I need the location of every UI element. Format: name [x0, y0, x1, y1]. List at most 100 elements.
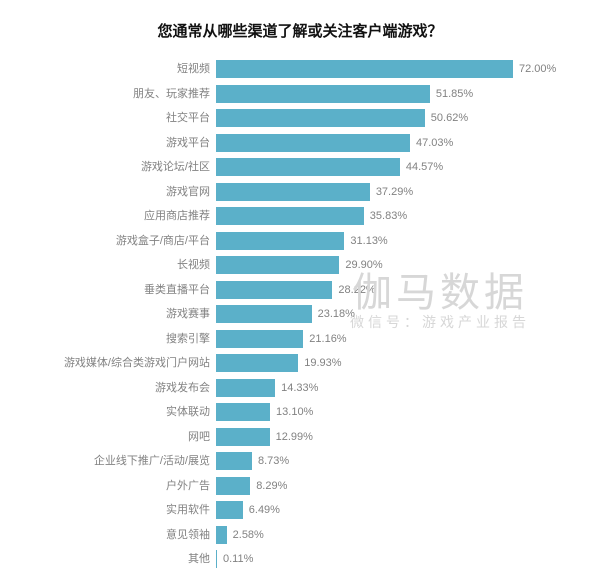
bar-area: 8.73% — [216, 452, 570, 470]
bar-area: 13.10% — [216, 403, 570, 421]
bar-row: 游戏赛事 23.18% — [30, 302, 570, 327]
bar-label: 游戏媒体/综合类游戏门户网站 — [30, 357, 216, 369]
bar-area: 12.99% — [216, 428, 570, 446]
bar-value: 8.73% — [258, 455, 289, 467]
bar — [216, 526, 227, 544]
bar-row: 实用软件 6.49% — [30, 498, 570, 523]
bar-label: 游戏平台 — [30, 137, 216, 149]
bar-row: 短视频 72.00% — [30, 57, 570, 82]
bar-area: 72.00% — [216, 60, 570, 78]
bar-area: 50.62% — [216, 109, 570, 127]
bar-row: 朋友、玩家推荐 51.85% — [30, 82, 570, 107]
bar-row: 实体联动 13.10% — [30, 400, 570, 425]
bar-area: 0.11% — [216, 550, 570, 568]
bar-label: 企业线下推广/活动/展览 — [30, 455, 216, 467]
bar-value: 21.16% — [309, 333, 346, 345]
bar-area: 14.33% — [216, 379, 570, 397]
bar-area: 29.90% — [216, 256, 570, 274]
bar — [216, 256, 339, 274]
bar-label: 朋友、玩家推荐 — [30, 88, 216, 100]
bar-area: 8.29% — [216, 477, 570, 495]
bar — [216, 207, 364, 225]
bar-label: 长视频 — [30, 259, 216, 271]
bar — [216, 85, 430, 103]
bar-value: 31.13% — [350, 235, 387, 247]
bar-value: 37.29% — [376, 186, 413, 198]
bar-area: 19.93% — [216, 354, 570, 372]
bar-label: 垂类直播平台 — [30, 284, 216, 296]
bar — [216, 109, 425, 127]
bar-row: 社交平台 50.62% — [30, 106, 570, 131]
bar-area: 21.16% — [216, 330, 570, 348]
bar-area: 37.29% — [216, 183, 570, 201]
bar-row: 网吧 12.99% — [30, 425, 570, 450]
bar-value: 72.00% — [519, 63, 556, 75]
bar-value: 51.85% — [436, 88, 473, 100]
bar-value: 19.93% — [304, 357, 341, 369]
bar-value: 44.57% — [406, 161, 443, 173]
bar — [216, 550, 217, 568]
bar-value: 47.03% — [416, 137, 453, 149]
bar — [216, 477, 250, 495]
bar-row: 垂类直播平台 28.22% — [30, 278, 570, 303]
bar-value: 50.62% — [431, 112, 468, 124]
bar — [216, 379, 275, 397]
bar-label: 实用软件 — [30, 504, 216, 516]
bar-row: 游戏媒体/综合类游戏门户网站 19.93% — [30, 351, 570, 376]
bar — [216, 158, 400, 176]
bar-label: 社交平台 — [30, 112, 216, 124]
bar-label: 户外广告 — [30, 480, 216, 492]
bar-label: 实体联动 — [30, 406, 216, 418]
bar-area: 23.18% — [216, 305, 570, 323]
bar-value: 14.33% — [281, 382, 318, 394]
bar-label: 网吧 — [30, 431, 216, 443]
bar-chart: 短视频 72.00% 朋友、玩家推荐 51.85% 社交平台 50.62% 游戏平台 47.0… — [30, 57, 570, 572]
bar-label: 其他 — [30, 553, 216, 565]
bar-row: 户外广告8.29% — [30, 474, 570, 499]
bar-value: 29.90% — [345, 259, 382, 271]
bar-row: 游戏盒子/商店/平台 31.13% — [30, 229, 570, 254]
bar-area: 35.83% — [216, 207, 570, 225]
bar-area: 31.13% — [216, 232, 570, 250]
bar-area: 2.58% — [216, 526, 570, 544]
bar-row: 游戏官网 37.29% — [30, 180, 570, 205]
bar-value: 6.49% — [249, 504, 280, 516]
bar — [216, 305, 312, 323]
bar — [216, 501, 243, 519]
bar-value: 12.99% — [276, 431, 313, 443]
bar-row: 企业线下推广/活动/展览 8.73% — [30, 449, 570, 474]
bar — [216, 60, 513, 78]
bar-row: 意见领袖 2.58% — [30, 523, 570, 548]
bar-label: 游戏官网 — [30, 186, 216, 198]
bar-label: 游戏赛事 — [30, 308, 216, 320]
bar — [216, 354, 298, 372]
bar-value: 2.58% — [233, 529, 264, 541]
chart-title: 您通常从哪些渠道了解或关注客户端游戏？ — [30, 20, 570, 41]
bar-row: 其他 0.11% — [30, 547, 570, 572]
bar — [216, 281, 332, 299]
bar-value: 23.18% — [318, 308, 355, 320]
bar — [216, 428, 270, 446]
bar-label: 应用商店推荐 — [30, 210, 216, 222]
bar-area: 44.57% — [216, 158, 570, 176]
bar-area: 47.03% — [216, 134, 570, 152]
bar-row: 搜索引擎21.16% — [30, 327, 570, 352]
bar-row: 应用商店推荐35.83% — [30, 204, 570, 229]
bar-value: 13.10% — [276, 406, 313, 418]
bar-value: 0.11% — [223, 553, 253, 565]
bar-row: 游戏论坛/社区 44.57% — [30, 155, 570, 180]
bar — [216, 232, 344, 250]
bar-row: 长视频 29.90% — [30, 253, 570, 278]
bar-label: 短视频 — [30, 63, 216, 75]
bar — [216, 403, 270, 421]
bar-label: 游戏发布会 — [30, 382, 216, 394]
bar — [216, 452, 252, 470]
bar-value: 28.22% — [338, 284, 375, 296]
bar-label: 意见领袖 — [30, 529, 216, 541]
bar-area: 6.49% — [216, 501, 570, 519]
bar-row: 游戏发布会 14.33% — [30, 376, 570, 401]
bar-label: 游戏盒子/商店/平台 — [30, 235, 216, 247]
bar-label: 游戏论坛/社区 — [30, 161, 216, 173]
bar — [216, 183, 370, 201]
bar-area: 28.22% — [216, 281, 570, 299]
